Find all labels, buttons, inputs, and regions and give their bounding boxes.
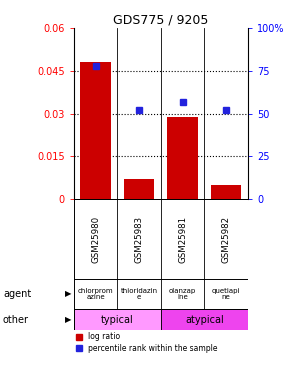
Legend: log ratio, percentile rank within the sample: log ratio, percentile rank within the sa… [76,332,218,352]
Bar [81,62,111,199]
Text: typical: typical [101,315,134,325]
Bar [74,309,161,330]
Bar [211,185,241,199]
Bar [124,179,155,199]
Bar [161,309,248,330]
Bar [168,117,198,199]
Text: atypical: atypical [185,315,224,325]
Text: quetiapi
ne: quetiapi ne [212,288,240,300]
Text: GSM25983: GSM25983 [135,216,144,263]
Text: olanzap
ine: olanzap ine [169,288,196,300]
Text: GSM25980: GSM25980 [91,216,100,263]
Title: GDS775 / 9205: GDS775 / 9205 [113,14,209,27]
Text: agent: agent [3,289,31,299]
Text: GSM25981: GSM25981 [178,216,187,263]
Text: chlorprom
azine: chlorprom azine [78,288,113,300]
Text: GSM25982: GSM25982 [222,216,231,263]
Text: other: other [3,315,29,325]
Text: thioridazin
e: thioridazin e [121,288,158,300]
Text: ▶: ▶ [65,315,71,324]
Text: ▶: ▶ [65,290,71,298]
